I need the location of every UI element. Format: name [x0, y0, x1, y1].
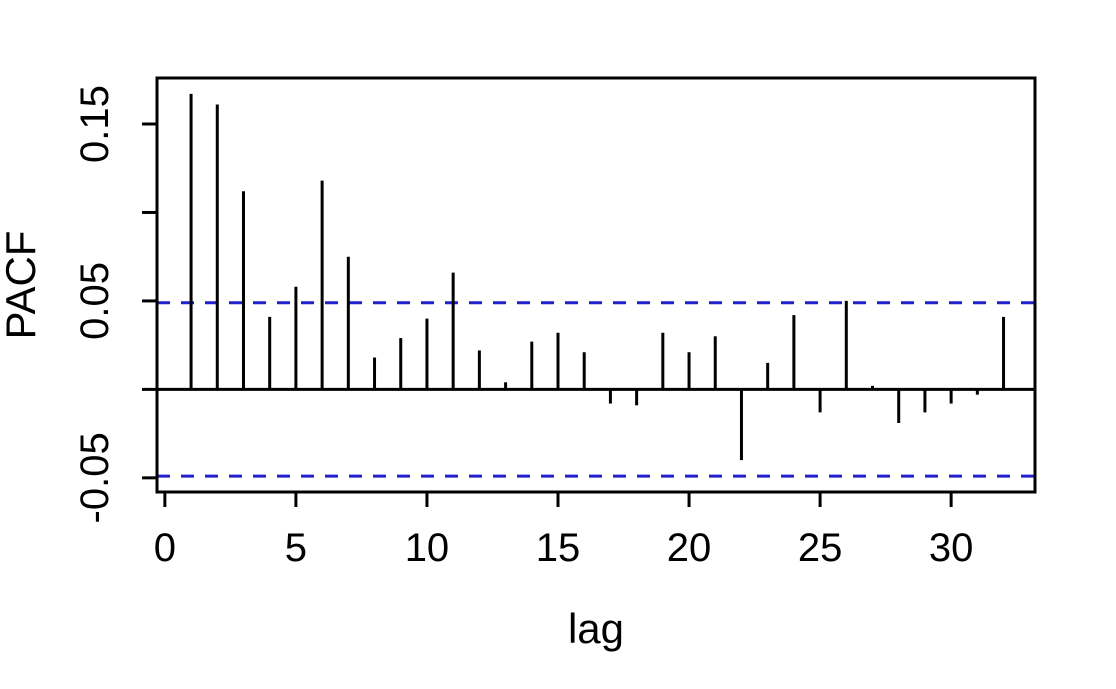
- x-tick-label: 20: [667, 526, 712, 570]
- x-tick-label: 30: [929, 526, 974, 570]
- x-tick-label: 15: [536, 526, 581, 570]
- y-tick-label: 0.15: [73, 85, 117, 163]
- x-tick-label: 0: [154, 526, 176, 570]
- plot-layer: 0 5 10 15 20 25 30 0.15 0.05 -0.05: [73, 76, 1037, 570]
- y-tick-label: 0.05: [73, 262, 117, 340]
- x-tick-label: 5: [285, 526, 307, 570]
- x-tick-label: 10: [405, 526, 450, 570]
- y-axis-label: PACF: [0, 231, 44, 340]
- x-axis-label: lag: [568, 605, 624, 652]
- x-tick-label: 25: [798, 526, 843, 570]
- y-tick-label: -0.05: [73, 432, 117, 523]
- plot-border: [155, 76, 1037, 494]
